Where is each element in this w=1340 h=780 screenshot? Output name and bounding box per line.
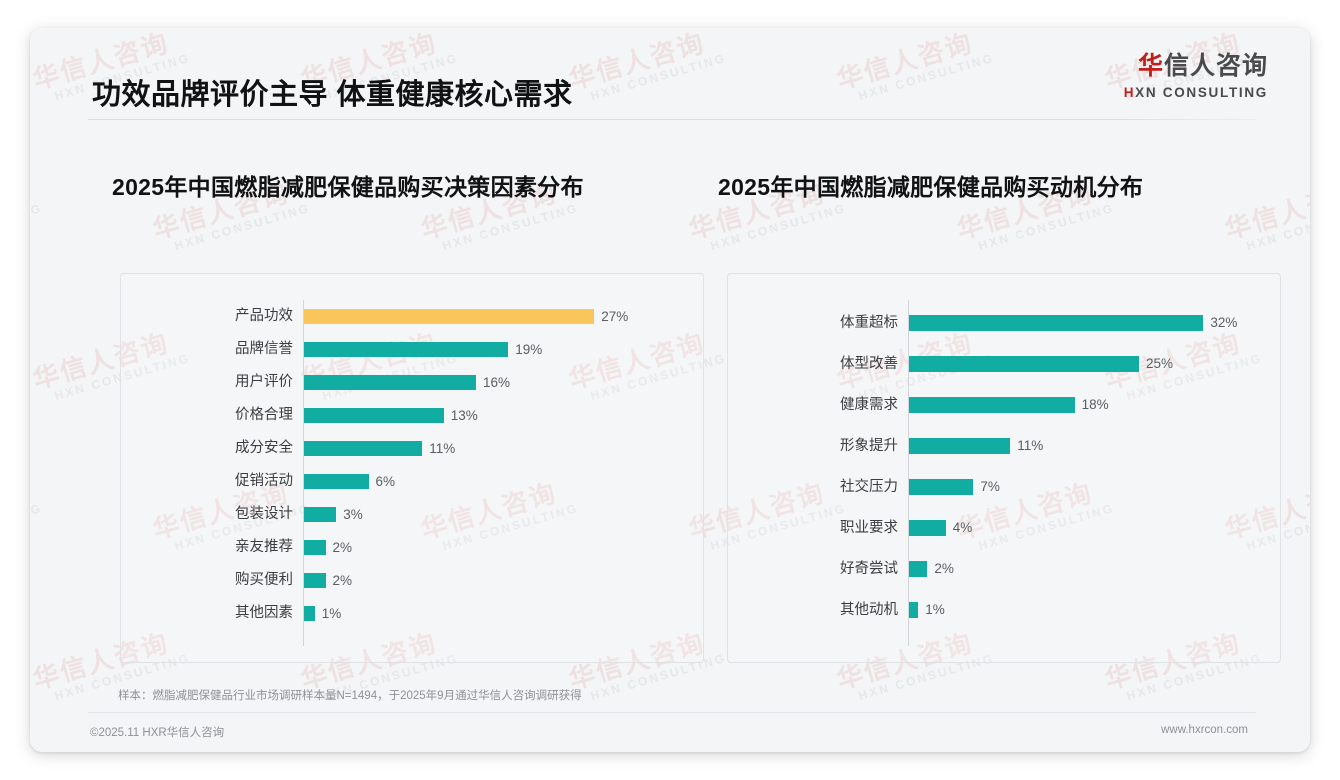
footer-website: www.hxrcon.com: [1161, 724, 1248, 736]
bar-value-label: 1%: [925, 602, 945, 618]
bar-value-label: 1%: [321, 605, 342, 621]
bar-category-label: 包装设计: [235, 506, 293, 523]
bar-value-label: 4%: [952, 520, 973, 536]
bar-category-label: 产品功效: [235, 308, 293, 325]
bar[interactable]: [304, 309, 595, 324]
page-title: 功效品牌评价主导 体重健康核心需求: [92, 79, 573, 111]
bar-category-label: 价格合理: [235, 407, 293, 424]
sample-footnote: 样本：燃脂减肥保健品行业市场调研样本量N=1494，于2025年9月通过华信人咨…: [118, 690, 582, 702]
bar[interactable]: [304, 408, 444, 423]
charts-area: 2025年中国燃脂减肥保健品购买决策因素分布 产品功效 27% 品牌信誉 19% 用户评…: [30, 28, 1310, 752]
bar[interactable]: [909, 479, 974, 495]
bar[interactable]: [909, 356, 1139, 372]
bar[interactable]: [304, 342, 509, 357]
bar-category-label: 形象提升: [840, 437, 898, 454]
bar-category-label: 体重超标: [840, 314, 898, 331]
chart-title-left: 2025年中国燃脂减肥保健品购买决策因素分布: [112, 174, 584, 200]
bar-row[interactable]: 促销活动 6%: [235, 473, 396, 489]
bar-category-label: 亲友推荐: [235, 539, 293, 556]
bar-category-label: 其他因素: [235, 605, 293, 622]
slide-header: 功效品牌评价主导 体重健康核心需求 华信人咨询 HXN CONSULTING: [30, 28, 1310, 120]
chart-panel-left: 产品功效 27% 品牌信誉 19% 用户评价 16% 价格合理 13% 成分安全 11% 促销活动 6…: [120, 273, 704, 663]
axis-line-left: [303, 300, 304, 646]
logo-chinese-dark: 信人咨询: [1163, 52, 1268, 80]
brand-logo: 华信人咨询 HXN CONSULTING: [1124, 54, 1268, 100]
bar[interactable]: [304, 441, 423, 456]
bar-category-label: 用户评价: [235, 374, 293, 391]
bar[interactable]: [304, 375, 476, 390]
bar[interactable]: [909, 315, 1204, 331]
bar-category-label: 健康需求: [840, 396, 898, 413]
chart-block-motivations: 2025年中国燃脂减肥保健品购买动机分布 体重超标 32% 体型改善 25% 健康需求 1…: [698, 174, 1281, 663]
bar-value-label: 2%: [332, 572, 353, 588]
bar-row[interactable]: 其他因素 1%: [235, 605, 342, 621]
bar-category-label: 促销活动: [235, 473, 293, 490]
bar-row[interactable]: 体重超标 32%: [840, 315, 1238, 331]
bar-row[interactable]: 用户评价 16%: [235, 374, 511, 390]
bar[interactable]: [304, 606, 315, 621]
footer-copyright: ©2025.11 HXR华信人咨询: [90, 727, 225, 739]
bar-row[interactable]: 职业要求 4%: [840, 520, 973, 536]
bar-value-label: 16%: [483, 374, 511, 390]
bar-category-label: 好奇尝试: [840, 560, 898, 577]
bar[interactable]: [909, 397, 1075, 413]
bar-value-label: 2%: [332, 539, 353, 555]
bar-value-label: 3%: [343, 506, 363, 522]
bar-value-label: 11%: [429, 440, 456, 456]
plot-left: 产品功效 27% 品牌信誉 19% 用户评价 16% 价格合理 13% 成分安全 11% 促销活动 6…: [121, 274, 703, 662]
bar-value-label: 6%: [375, 473, 396, 489]
bar-row[interactable]: 亲友推荐 2%: [235, 539, 353, 555]
bar[interactable]: [304, 573, 326, 588]
slide-card: 华信人咨询 HXN CONSULTING 华信人咨询 HXN CONSULTING 华信…: [30, 28, 1310, 752]
bar-value-label: 11%: [1017, 438, 1044, 454]
bar-value-label: 7%: [980, 479, 1000, 495]
footer-divider: [88, 712, 1256, 713]
bar-row[interactable]: 形象提升 11%: [840, 438, 1044, 454]
bar-row[interactable]: 体型改善 25%: [840, 356, 1174, 372]
logo-english: HXN CONSULTING: [1124, 86, 1268, 100]
chart-block-decision-factors: 2025年中国燃脂减肥保健品购买决策因素分布 产品功效 27% 品牌信誉 19% 用户评…: [83, 174, 704, 663]
bar[interactable]: [909, 520, 946, 536]
bar[interactable]: [909, 438, 1011, 454]
bar[interactable]: [909, 561, 928, 577]
bar-row[interactable]: 社交压力 7%: [840, 479, 1000, 495]
bar-category-label: 体型改善: [840, 355, 898, 372]
bar-row[interactable]: 价格合理 13%: [235, 407, 478, 423]
bar-value-label: 19%: [515, 341, 543, 357]
bar-row[interactable]: 包装设计 3%: [235, 506, 363, 522]
bar-category-label: 购买便利: [235, 572, 293, 589]
bar-category-label: 成分安全: [235, 440, 293, 457]
plot-right: 体重超标 32% 体型改善 25% 健康需求 18% 形象提升 11% 社交压力 7% 职业要求 4%…: [728, 274, 1280, 662]
bar-category-label: 其他动机: [840, 601, 898, 618]
bar-row[interactable]: 购买便利 2%: [235, 572, 353, 588]
bar[interactable]: [909, 602, 919, 618]
chart-title-right: 2025年中国燃脂减肥保健品购买动机分布: [718, 174, 1144, 200]
bar-value-label: 2%: [934, 561, 954, 577]
bar-category-label: 职业要求: [840, 519, 898, 536]
bar-value-label: 18%: [1081, 397, 1109, 413]
bar-category-label: 社交压力: [840, 478, 898, 495]
bar-row[interactable]: 健康需求 18%: [840, 397, 1109, 413]
bar[interactable]: [304, 540, 326, 555]
bar-row[interactable]: 好奇尝试 2%: [840, 561, 954, 577]
bar-row[interactable]: 产品功效 27%: [235, 308, 629, 324]
bar-value-label: 13%: [450, 407, 478, 423]
logo-chinese: 华信人咨询: [1124, 54, 1268, 79]
bar[interactable]: [304, 474, 369, 489]
bar[interactable]: [304, 507, 337, 522]
logo-english-red: H: [1123, 85, 1136, 100]
axis-line-right: [908, 300, 909, 646]
bar-value-label: 32%: [1210, 315, 1238, 331]
slide-footer: ©2025.11 HXR华信人咨询 www.hxrcon.com: [30, 718, 1310, 752]
bar-row[interactable]: 品牌信誉 19%: [235, 341, 543, 357]
bar-value-label: 25%: [1146, 356, 1174, 372]
logo-english-dark: XN CONSULTING: [1135, 85, 1268, 100]
bar-value-label: 27%: [601, 308, 629, 324]
bar-row[interactable]: 成分安全 11%: [235, 440, 456, 456]
header-divider: [88, 119, 1256, 120]
bar-row[interactable]: 其他动机 1%: [840, 602, 945, 618]
chart-panel-right: 体重超标 32% 体型改善 25% 健康需求 18% 形象提升 11% 社交压力 7% 职业要求 4%…: [727, 273, 1281, 663]
logo-chinese-red: 华: [1137, 52, 1164, 80]
bar-category-label: 品牌信誉: [235, 341, 293, 358]
